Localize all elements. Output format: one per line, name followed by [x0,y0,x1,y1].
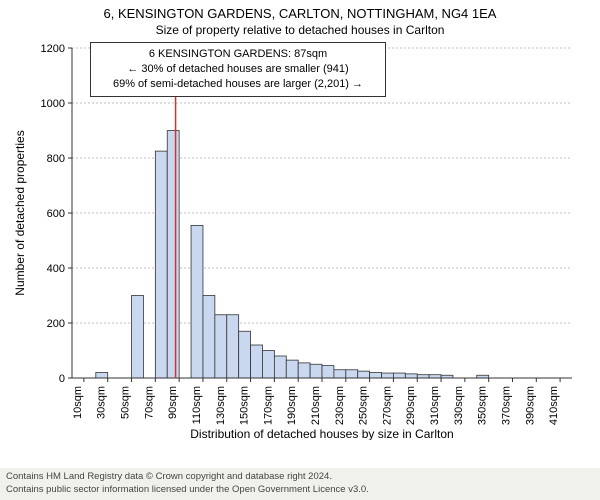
histogram-bar [346,370,358,378]
svg-text:210sqm: 210sqm [310,386,322,425]
svg-text:250sqm: 250sqm [358,386,370,425]
svg-text:310sqm: 310sqm [429,386,441,425]
histogram-bar [262,351,274,379]
histogram-bar [227,315,239,378]
histogram-bar [358,371,370,378]
svg-text:150sqm: 150sqm [239,386,251,425]
chart-container: 6, KENSINGTON GARDENS, CARLTON, NOTTINGH… [0,0,600,500]
histogram-bar [203,296,215,379]
svg-text:190sqm: 190sqm [286,386,298,425]
svg-text:270sqm: 270sqm [381,386,393,425]
annotation-line-1: 6 KENSINGTON GARDENS: 87sqm [99,47,377,62]
svg-text:290sqm: 290sqm [405,386,417,425]
footer-line-1: Contains HM Land Registry data © Crown c… [6,471,594,483]
footer-attribution: Contains HM Land Registry data © Crown c… [0,468,600,500]
histogram-bar [155,151,167,378]
y-axis-label: Number of detached properties [13,130,27,295]
svg-text:800: 800 [47,153,65,165]
svg-text:390sqm: 390sqm [524,386,536,425]
svg-text:200: 200 [47,318,65,330]
svg-text:110sqm: 110sqm [191,386,203,424]
annotation-line-3: 69% of semi-detached houses are larger (… [99,77,377,92]
histogram-bar [370,373,382,379]
histogram-bar [382,373,394,378]
svg-text:410sqm: 410sqm [548,386,560,425]
svg-text:600: 600 [47,208,65,220]
histogram-bar [191,225,203,378]
svg-text:30sqm: 30sqm [96,386,108,419]
svg-text:90sqm: 90sqm [167,386,179,419]
histogram-bar [298,363,310,378]
x-axis-label: Distribution of detached houses by size … [190,427,453,440]
svg-text:350sqm: 350sqm [477,386,489,425]
annotation-box: 6 KENSINGTON GARDENS: 87sqm ← 30% of det… [90,42,386,97]
svg-text:370sqm: 370sqm [500,386,512,425]
svg-text:130sqm: 130sqm [215,386,227,425]
histogram-bar [310,364,322,378]
histogram-bar [393,373,405,378]
svg-text:70sqm: 70sqm [143,386,155,419]
histogram-bar [251,345,263,378]
svg-text:50sqm: 50sqm [120,386,132,419]
svg-text:400: 400 [47,263,65,275]
histogram-bar [132,296,144,379]
svg-text:230sqm: 230sqm [334,386,346,425]
footer-line-2: Contains public sector information licen… [6,484,594,496]
svg-text:1200: 1200 [41,43,65,55]
histogram-bar [274,356,286,378]
svg-text:10sqm: 10sqm [72,386,84,419]
histogram-bar [239,331,251,378]
histogram-bar [322,366,334,378]
histogram-bar [334,370,346,378]
histogram-bar [96,373,108,379]
annotation-line-2: ← 30% of detached houses are smaller (94… [99,62,377,77]
histogram-bar [286,360,298,378]
svg-text:1000: 1000 [41,98,65,110]
histogram-bar [215,315,227,378]
histogram-bar [167,131,179,379]
histogram-bar [405,374,417,378]
svg-text:170sqm: 170sqm [262,386,274,425]
svg-text:330sqm: 330sqm [453,386,465,425]
svg-text:0: 0 [59,373,65,385]
